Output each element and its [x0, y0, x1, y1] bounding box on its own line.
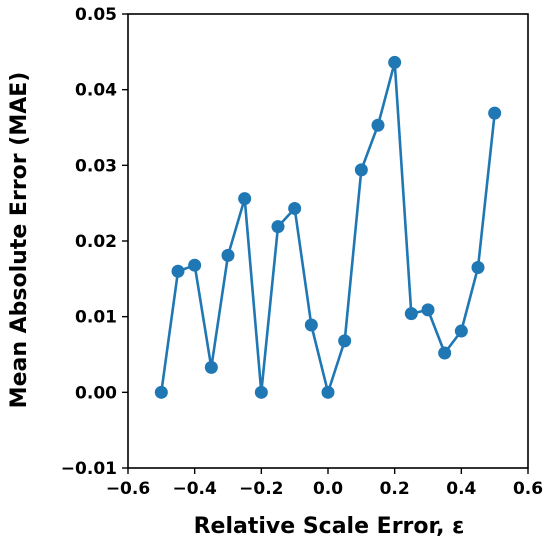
y-tick-label: 0.00 [75, 383, 117, 403]
series-line [160, 61, 496, 394]
data-point [321, 385, 335, 399]
y-tick-label: 0.05 [75, 5, 117, 25]
y-tick-label: 0.04 [75, 81, 117, 101]
data-point [271, 220, 285, 234]
data-point [171, 264, 185, 278]
data-point [471, 260, 485, 274]
y-tick-label: 0.03 [75, 156, 117, 176]
data-point [188, 258, 202, 272]
data-point [254, 385, 268, 399]
data-point [288, 201, 302, 215]
y-tick-label: 0.02 [75, 232, 117, 252]
x-tick-label: −0.2 [239, 479, 283, 499]
data-point [371, 118, 385, 132]
x-tick-label: −0.6 [106, 479, 150, 499]
data-point [421, 303, 435, 317]
data-point [354, 163, 368, 177]
x-tick-label: 0.0 [313, 479, 343, 499]
data-point [204, 360, 218, 374]
data-point [438, 346, 452, 360]
y-axis: −0.01 0.00 0.01 0.02 0.03 0.04 0.05 [61, 5, 128, 479]
y-tick-label: 0.01 [75, 308, 117, 328]
plot-frame [127, 13, 529, 469]
data-point [154, 385, 168, 399]
series-layer [154, 55, 502, 399]
data-point [338, 334, 352, 348]
data-point [304, 318, 318, 332]
data-point [404, 307, 418, 321]
x-tick-label: −0.4 [172, 479, 217, 499]
data-point [221, 248, 235, 262]
y-axis-title: Mean Absolute Error (MAE) [7, 72, 32, 409]
plot-border [127, 13, 529, 469]
x-axis: −0.6 −0.4 −0.2 0.0 0.2 0.4 0.6 [106, 468, 543, 499]
x-tick-label: 0.6 [513, 479, 543, 499]
y-tick-label: −0.01 [61, 459, 117, 479]
data-point [488, 106, 502, 120]
data-point [454, 324, 468, 338]
x-axis-title: Relative Scale Error, ε [194, 514, 465, 539]
x-tick-label: 0.4 [446, 479, 476, 499]
data-point [388, 55, 402, 69]
data-point [238, 192, 252, 206]
x-tick-label: 0.2 [380, 479, 410, 499]
